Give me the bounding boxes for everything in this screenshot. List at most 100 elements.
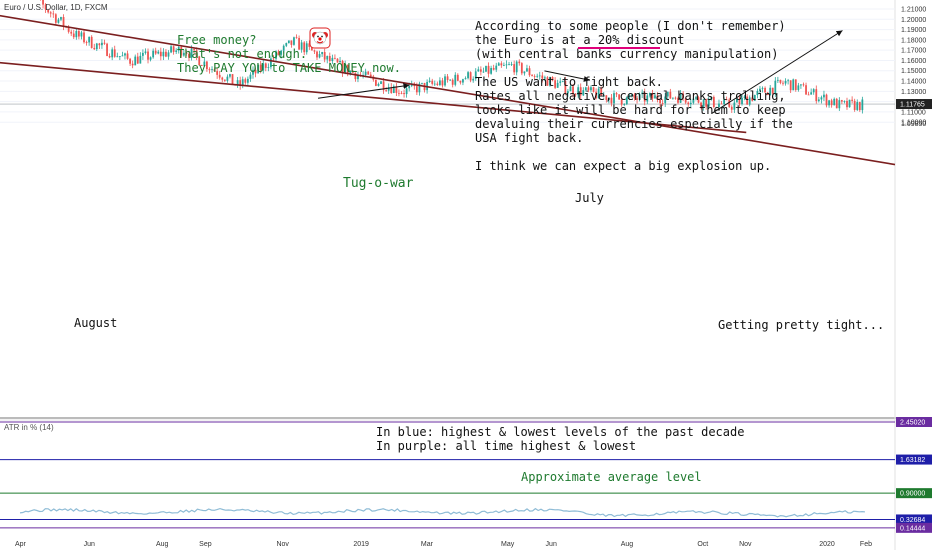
time-tick-label: Aug bbox=[621, 541, 634, 548]
candle-body bbox=[520, 63, 523, 74]
candle-body bbox=[49, 12, 52, 14]
candle-body bbox=[346, 64, 349, 75]
candle-body bbox=[180, 47, 183, 56]
candle-body bbox=[159, 51, 162, 57]
candle-body bbox=[551, 77, 554, 81]
clown-face-icon bbox=[309, 27, 331, 49]
candle-body bbox=[323, 52, 326, 60]
candle-body bbox=[70, 31, 73, 34]
candle-body bbox=[771, 87, 774, 94]
candle-body bbox=[85, 42, 88, 43]
lower-channel-line bbox=[0, 61, 747, 134]
candle-body bbox=[759, 88, 761, 91]
candle-body bbox=[487, 65, 490, 74]
candle-body bbox=[643, 92, 646, 102]
candle-body bbox=[293, 37, 295, 45]
candle-body bbox=[574, 94, 577, 96]
candle-body bbox=[531, 75, 533, 77]
candle-body bbox=[295, 37, 298, 39]
candle-body bbox=[725, 99, 728, 101]
candle-body bbox=[492, 67, 495, 70]
candle-body bbox=[280, 50, 283, 55]
candle-body bbox=[861, 99, 864, 111]
upper-channel-line bbox=[0, 14, 896, 166]
price-tick-label: 1.13000 bbox=[901, 89, 926, 96]
candle-body bbox=[170, 46, 172, 53]
candle-body bbox=[684, 98, 687, 103]
candle-body bbox=[47, 9, 50, 13]
candle-body bbox=[206, 61, 208, 70]
candle-body bbox=[167, 52, 170, 57]
candle-body bbox=[108, 55, 111, 58]
candle-body bbox=[165, 51, 167, 57]
candle-body bbox=[856, 102, 859, 110]
candle-body bbox=[718, 103, 720, 107]
candle-body bbox=[687, 102, 690, 105]
candle-body bbox=[218, 74, 221, 78]
candle-body bbox=[244, 79, 247, 83]
candle-body bbox=[75, 31, 78, 38]
candle-body bbox=[93, 47, 96, 50]
candle-body bbox=[390, 87, 393, 94]
time-tick-label: Jun bbox=[84, 541, 95, 548]
candle-body bbox=[526, 68, 528, 72]
candle-body bbox=[508, 64, 510, 65]
candle-body bbox=[310, 46, 313, 51]
candle-body bbox=[124, 53, 126, 56]
candle-body bbox=[246, 78, 249, 83]
price-tick-label: 1.11000 bbox=[901, 109, 926, 116]
candle-body bbox=[377, 83, 380, 86]
time-tick-label: Nov bbox=[276, 541, 289, 548]
candle-body bbox=[812, 89, 815, 93]
candle-body bbox=[669, 91, 672, 99]
discount-underline bbox=[578, 47, 660, 49]
candle-body bbox=[679, 93, 682, 103]
candle-body bbox=[60, 17, 62, 20]
candle-body bbox=[843, 100, 846, 102]
candle-body bbox=[456, 74, 459, 81]
tight-label: Getting pretty tight... bbox=[718, 318, 885, 332]
candle-body bbox=[83, 32, 85, 43]
candle-body bbox=[134, 56, 137, 66]
candle-body bbox=[52, 13, 55, 15]
candle-body bbox=[590, 87, 592, 91]
candle-body bbox=[188, 53, 190, 58]
candle-body bbox=[695, 97, 697, 99]
candles bbox=[40, 0, 864, 114]
candle-body bbox=[797, 85, 800, 90]
candle-body bbox=[290, 40, 293, 45]
candle-body bbox=[497, 63, 500, 66]
candle-body bbox=[702, 99, 705, 107]
candle-body bbox=[157, 51, 160, 54]
candle-body bbox=[666, 91, 669, 97]
candle-body bbox=[561, 80, 564, 82]
candle-body bbox=[152, 50, 155, 58]
time-tick-label: 2019 bbox=[353, 541, 369, 548]
candle-body bbox=[277, 51, 280, 55]
atr-level-badge bbox=[896, 522, 932, 533]
candle-body bbox=[774, 80, 777, 94]
candle-body bbox=[815, 89, 818, 102]
atr-level-label: 0.32684 bbox=[900, 517, 925, 524]
candle-body bbox=[482, 71, 485, 73]
candle-body bbox=[474, 71, 477, 79]
candle-body bbox=[592, 87, 595, 92]
candle-body bbox=[741, 98, 743, 104]
candle-body bbox=[828, 100, 830, 106]
candle-body bbox=[190, 49, 193, 58]
july-label: July bbox=[575, 191, 604, 205]
candle-body bbox=[689, 102, 692, 105]
candle-body bbox=[303, 42, 306, 53]
price-tick-label: 1.18000 bbox=[901, 37, 926, 44]
candle-body bbox=[182, 52, 185, 56]
time-tick-label: Jun bbox=[546, 541, 557, 548]
candle-body bbox=[467, 72, 469, 79]
candle-body bbox=[597, 88, 600, 99]
candle-body bbox=[577, 87, 580, 96]
candle-body bbox=[354, 72, 357, 80]
candle-body bbox=[641, 92, 644, 95]
atr-level-badge bbox=[896, 417, 932, 427]
candle-body bbox=[298, 38, 300, 50]
candle-body bbox=[510, 64, 513, 65]
